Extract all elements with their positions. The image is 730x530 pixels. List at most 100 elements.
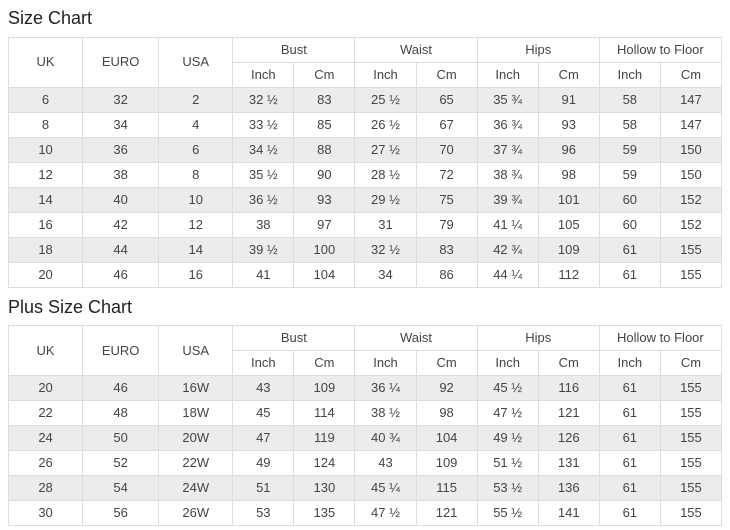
table-cell: 67 bbox=[415, 111, 478, 138]
table-row: 24 50 20W 47 119 40 ¾ 104 49 ½ 126 61 155 bbox=[7, 425, 723, 452]
table-cell: 155 bbox=[659, 425, 723, 452]
table-cell: 34 bbox=[354, 261, 417, 288]
table-cell: 83 bbox=[415, 236, 478, 263]
table-cell: 135 bbox=[293, 500, 356, 527]
table-cell: 115 bbox=[415, 475, 478, 502]
size-chart-table: UK EURO USA Bust Waist Hips Hollow to Fl… bbox=[7, 36, 723, 288]
table-cell: 39 ¾ bbox=[476, 186, 539, 213]
table-cell: 155 bbox=[659, 475, 723, 502]
header-waist-group: Waist bbox=[354, 325, 478, 352]
table-cell: 121 bbox=[537, 400, 600, 427]
table-row: 20 46 16W 43 109 36 ¼ 92 45 ½ 116 61 155 bbox=[7, 375, 723, 402]
table-cell: 45 bbox=[232, 400, 295, 427]
table-cell: 47 bbox=[232, 425, 295, 452]
table-cell: 27 ½ bbox=[354, 136, 417, 163]
table-cell: 31 bbox=[354, 211, 417, 238]
header-waist-cm: Cm bbox=[415, 61, 478, 88]
header-hollow-inch: Inch bbox=[598, 350, 661, 377]
header-uk: UK bbox=[7, 36, 84, 88]
header-hollow-to-floor-group: Hollow to Floor bbox=[598, 36, 723, 63]
table-cell: 12 bbox=[7, 161, 84, 188]
header-hollow-cm: Cm bbox=[659, 61, 723, 88]
table-cell: 28 bbox=[7, 475, 84, 502]
table-cell: 6 bbox=[7, 86, 84, 113]
header-usa: USA bbox=[158, 325, 234, 377]
table-cell: 150 bbox=[659, 136, 723, 163]
header-waist-inch: Inch bbox=[354, 61, 417, 88]
table-cell: 72 bbox=[415, 161, 478, 188]
table-cell: 32 ½ bbox=[232, 86, 295, 113]
table-cell: 141 bbox=[537, 500, 600, 527]
plus-size-chart-header: UK EURO USA Bust Waist Hips Hollow to Fl… bbox=[7, 325, 723, 377]
table-cell: 18 bbox=[7, 236, 84, 263]
table-cell: 29 ½ bbox=[354, 186, 417, 213]
table-cell: 35 ¾ bbox=[476, 86, 539, 113]
header-hips-group: Hips bbox=[476, 36, 600, 63]
table-cell: 34 ½ bbox=[232, 136, 295, 163]
header-hollow-to-floor-group: Hollow to Floor bbox=[598, 325, 723, 352]
table-cell: 36 ½ bbox=[232, 186, 295, 213]
table-cell: 12 bbox=[158, 211, 234, 238]
header-hollow-inch: Inch bbox=[598, 61, 661, 88]
table-cell: 22W bbox=[158, 450, 234, 477]
table-cell: 45 ½ bbox=[476, 375, 539, 402]
table-cell: 35 ½ bbox=[232, 161, 295, 188]
table-cell: 53 bbox=[232, 500, 295, 527]
table-cell: 130 bbox=[293, 475, 356, 502]
table-cell: 98 bbox=[415, 400, 478, 427]
table-cell: 24 bbox=[7, 425, 84, 452]
table-row: 22 48 18W 45 114 38 ½ 98 47 ½ 121 61 155 bbox=[7, 400, 723, 427]
table-cell: 8 bbox=[7, 111, 84, 138]
table-row: 10 36 6 34 ½ 88 27 ½ 70 37 ¾ 96 59 150 bbox=[7, 136, 723, 163]
header-hips-cm: Cm bbox=[537, 61, 600, 88]
table-cell: 59 bbox=[598, 136, 661, 163]
table-cell: 101 bbox=[537, 186, 600, 213]
table-cell: 26 bbox=[7, 450, 84, 477]
table-cell: 155 bbox=[659, 236, 723, 263]
table-row: 28 54 24W 51 130 45 ¼ 115 53 ½ 136 61 155 bbox=[7, 475, 723, 502]
table-cell: 43 bbox=[354, 450, 417, 477]
table-cell: 48 bbox=[82, 400, 160, 427]
header-hips-inch: Inch bbox=[476, 350, 539, 377]
table-cell: 36 bbox=[82, 136, 160, 163]
table-cell: 58 bbox=[598, 111, 661, 138]
table-cell: 86 bbox=[415, 261, 478, 288]
table-cell: 26W bbox=[158, 500, 234, 527]
table-cell: 53 ½ bbox=[476, 475, 539, 502]
table-cell: 83 bbox=[293, 86, 356, 113]
table-cell: 37 ¾ bbox=[476, 136, 539, 163]
header-waist-cm: Cm bbox=[415, 350, 478, 377]
table-cell: 61 bbox=[598, 236, 661, 263]
table-cell: 47 ½ bbox=[476, 400, 539, 427]
table-row: 30 56 26W 53 135 47 ½ 121 55 ½ 141 61 155 bbox=[7, 500, 723, 527]
table-cell: 109 bbox=[537, 236, 600, 263]
table-cell: 61 bbox=[598, 500, 661, 527]
table-cell: 40 ¾ bbox=[354, 425, 417, 452]
table-cell: 30 bbox=[7, 500, 84, 527]
table-cell: 136 bbox=[537, 475, 600, 502]
table-cell: 65 bbox=[415, 86, 478, 113]
table-cell: 97 bbox=[293, 211, 356, 238]
table-cell: 70 bbox=[415, 136, 478, 163]
table-cell: 131 bbox=[537, 450, 600, 477]
table-cell: 38 bbox=[82, 161, 160, 188]
table-cell: 79 bbox=[415, 211, 478, 238]
table-cell: 61 bbox=[598, 261, 661, 288]
table-cell: 40 bbox=[82, 186, 160, 213]
table-cell: 25 ½ bbox=[354, 86, 417, 113]
table-cell: 47 ½ bbox=[354, 500, 417, 527]
table-cell: 38 ½ bbox=[354, 400, 417, 427]
table-cell: 16 bbox=[7, 211, 84, 238]
table-cell: 51 bbox=[232, 475, 295, 502]
table-cell: 42 ¾ bbox=[476, 236, 539, 263]
header-euro: EURO bbox=[82, 325, 160, 377]
table-cell: 155 bbox=[659, 375, 723, 402]
table-cell: 44 ¼ bbox=[476, 261, 539, 288]
table-cell: 61 bbox=[598, 475, 661, 502]
table-cell: 147 bbox=[659, 86, 723, 113]
header-bust-group: Bust bbox=[232, 325, 356, 352]
table-cell: 6 bbox=[158, 136, 234, 163]
table-cell: 41 bbox=[232, 261, 295, 288]
table-cell: 20 bbox=[7, 375, 84, 402]
table-cell: 61 bbox=[598, 425, 661, 452]
